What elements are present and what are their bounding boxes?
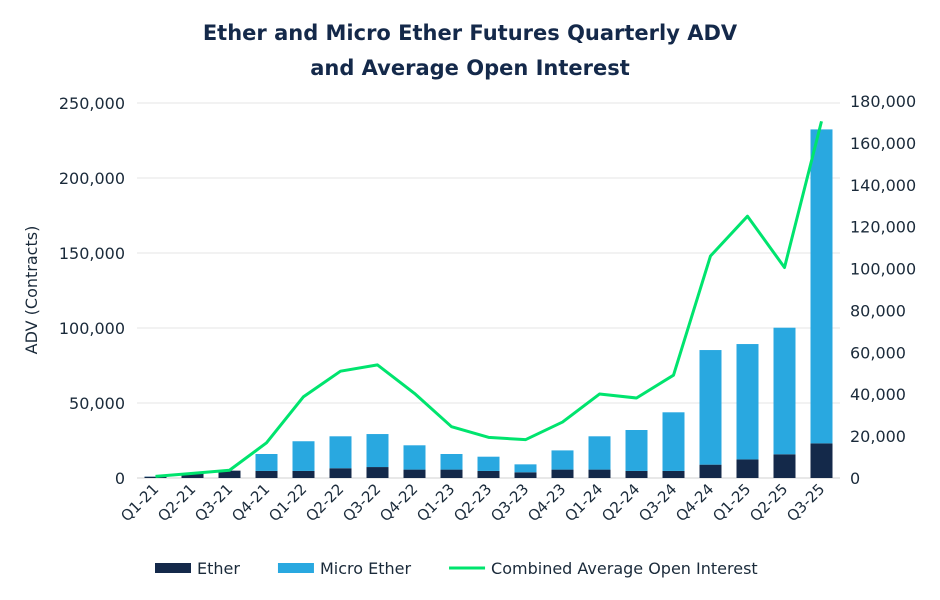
bar-micro-ether (551, 450, 574, 470)
bar-ether (773, 454, 796, 478)
bar-micro-ether (810, 129, 833, 444)
bar-micro-ether (255, 454, 278, 471)
y-tick-label: 250,000 (59, 94, 125, 113)
legend-label-combined-average-open-interest: Combined Average Open Interest (491, 559, 758, 578)
x-tick-label: Q3-24 (635, 480, 680, 525)
x-tick-label: Q2-23 (450, 480, 495, 525)
y-tick-label: 150,000 (59, 244, 125, 263)
y-right-tick-label: 140,000 (850, 176, 916, 195)
bar-ether (329, 468, 352, 478)
x-tick-label: Q3-22 (339, 480, 384, 525)
bar-ether (403, 469, 426, 478)
bar-micro-ether (773, 327, 796, 455)
x-tick-label: Q1-24 (561, 480, 606, 525)
y-right-tick-label: 20,000 (850, 427, 906, 446)
x-tick-label: Q2-21 (154, 480, 199, 525)
legend-swatch-micro-ether (277, 563, 314, 573)
y-right-tick-label: 40,000 (850, 385, 906, 404)
bar-ether (662, 470, 685, 478)
bar-ether (255, 470, 278, 478)
x-tick-label: Q2-22 (302, 480, 347, 525)
y-right-tick-label: 160,000 (850, 134, 916, 153)
y-tick-label: 0 (115, 469, 125, 488)
x-tick-label: Q2-25 (746, 480, 791, 525)
bar-micro-ether (403, 445, 426, 470)
x-tick-label: Q1-22 (265, 480, 310, 525)
x-tick-label: Q3-21 (191, 480, 236, 525)
bar-micro-ether (440, 454, 463, 470)
bar-ether (292, 470, 315, 478)
x-tick-label: Q4-22 (376, 480, 421, 525)
y-tick-label: 50,000 (69, 394, 125, 413)
bar-micro-ether (588, 436, 611, 470)
y-tick-label: 200,000 (59, 169, 125, 188)
x-tick-label: Q4-23 (524, 480, 569, 525)
y-right-tick-label: 100,000 (850, 260, 916, 279)
y-right-tick-label: 0 (850, 469, 860, 488)
bar-ether (810, 443, 833, 478)
bar-ether (699, 464, 722, 478)
bar-ether (440, 469, 463, 478)
bar-micro-ether (662, 412, 685, 471)
line-combined-open-interest (155, 120, 823, 478)
bar-micro-ether (329, 436, 352, 469)
bar-micro-ether (292, 441, 315, 471)
bar-ether (181, 473, 204, 478)
bar-micro-ether (625, 430, 648, 471)
y-right-tick-label: 60,000 (850, 343, 906, 362)
x-tick-label: Q3-25 (783, 480, 828, 525)
x-tick-label: Q4-21 (228, 480, 273, 525)
y-right-tick-label: 80,000 (850, 301, 906, 320)
x-tick-label: Q3-23 (487, 480, 532, 525)
y-right-tick-label: 180,000 (850, 92, 916, 111)
legend-label-micro-ether: Micro Ether (320, 559, 412, 578)
bar-ether (588, 469, 611, 478)
legend: Ether Micro Ether Combined Average Open In… (155, 559, 758, 578)
bar-micro-ether (736, 344, 759, 460)
bar-ether (144, 476, 167, 478)
x-tick-label: Q2-24 (598, 480, 643, 525)
bar-ether (551, 469, 574, 478)
bar-ether (477, 470, 500, 478)
bar-ether (625, 470, 648, 478)
x-tick-label: Q4-24 (672, 480, 717, 525)
y-tick-label: 100,000 (59, 319, 125, 338)
bar-ether (736, 459, 759, 478)
bar-micro-ether (514, 464, 537, 473)
chart-title-line-2: and Average Open Interest (310, 56, 630, 80)
legend-label-ether: Ether (197, 559, 240, 578)
legend-swatch-ether (155, 563, 191, 573)
x-tick-label: Q1-25 (709, 480, 754, 525)
chart-title-line-1: Ether and Micro Ether Futures Quarterly … (203, 21, 738, 45)
x-tick-label: Q1-23 (413, 480, 458, 525)
y-right-tick-label: 120,000 (850, 218, 916, 237)
bar-micro-ether (699, 350, 722, 465)
bar-ether (218, 470, 241, 478)
bar-micro-ether (477, 456, 500, 471)
bar-ether (366, 467, 389, 478)
bar-micro-ether (366, 434, 389, 468)
y-axis-label: ADV (Contracts) (22, 226, 41, 355)
bar-ether (514, 472, 537, 478)
